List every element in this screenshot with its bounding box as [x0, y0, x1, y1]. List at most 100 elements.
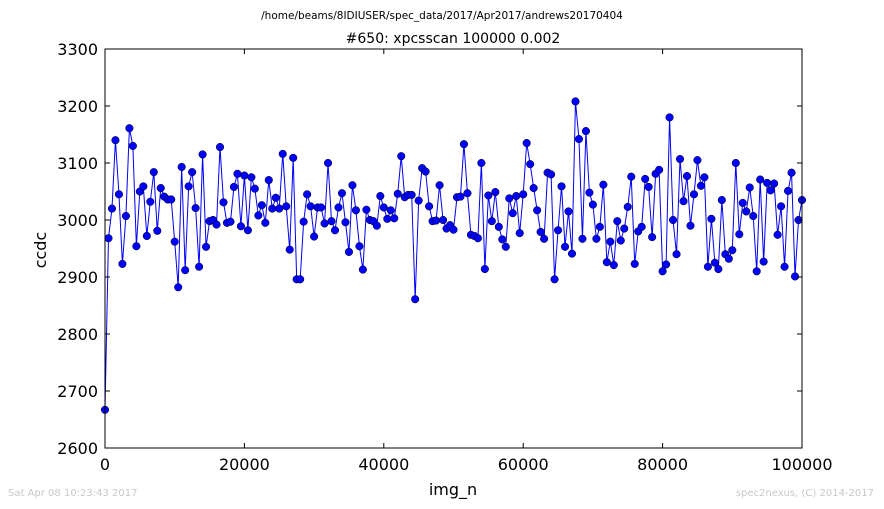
data-point: [317, 203, 326, 212]
data-point: [480, 264, 489, 274]
footer-timestamp: Sat Apr 08 10:23:43 2017: [8, 488, 138, 499]
data-point: [536, 227, 545, 237]
data-point: [637, 222, 646, 231]
data-point: [665, 113, 674, 122]
data-point: [261, 218, 270, 227]
data-point: [449, 225, 458, 234]
data-point: [707, 214, 716, 223]
y-tick-label: 3000: [57, 211, 98, 230]
data-point: [411, 295, 420, 304]
data-point: [682, 172, 692, 181]
data-point: [675, 154, 685, 164]
data-point: [672, 250, 681, 259]
data-point: [215, 142, 225, 152]
plot-area: [100, 97, 807, 414]
data-point: [121, 211, 130, 221]
y-tick-label: 2900: [57, 268, 98, 287]
data-point: [435, 181, 444, 190]
data-point: [202, 242, 211, 251]
data-point: [648, 233, 657, 242]
data-point: [439, 215, 448, 225]
data-point: [303, 190, 312, 199]
data-point: [139, 182, 148, 191]
data-point: [181, 266, 190, 275]
data-point: [588, 200, 597, 209]
data-point: [264, 176, 273, 185]
data-point: [257, 201, 266, 210]
data-point: [770, 179, 779, 188]
data-point: [344, 247, 354, 256]
data-point: [508, 209, 517, 218]
data-point: [327, 217, 336, 226]
data-point: [529, 184, 538, 193]
data-point: [459, 140, 469, 149]
data-point: [669, 215, 678, 225]
data-point: [512, 192, 521, 201]
data-point: [557, 182, 566, 191]
data-point: [592, 234, 601, 243]
data-point: [547, 170, 556, 179]
data-point: [686, 221, 695, 230]
data-point: [773, 230, 782, 239]
data-point: [473, 234, 482, 243]
data-point: [376, 192, 385, 201]
data-point: [477, 158, 486, 168]
data-point: [243, 226, 252, 235]
data-point: [689, 190, 699, 199]
data-point: [153, 226, 162, 235]
data-point: [268, 204, 277, 213]
data-point: [505, 194, 514, 203]
data-point: [425, 202, 434, 211]
data-point: [191, 203, 200, 213]
data-point: [330, 226, 340, 235]
x-tick-label: 20000: [219, 455, 270, 474]
data-point: [184, 182, 193, 191]
data-point: [414, 196, 423, 205]
data-point: [519, 190, 528, 199]
data-point: [198, 150, 207, 159]
data-point: [571, 97, 580, 106]
data-point: [574, 135, 584, 144]
data-point: [777, 202, 786, 211]
x-axis-label: img_n: [429, 480, 477, 500]
x-tick-label: 40000: [358, 455, 409, 474]
y-tick-label: 2600: [57, 439, 98, 458]
data-point: [334, 203, 343, 212]
data-point: [749, 211, 758, 221]
data-point: [254, 211, 263, 220]
data-point: [515, 229, 524, 238]
data-point: [787, 168, 796, 177]
data-point: [735, 230, 744, 239]
data-point: [146, 197, 155, 206]
data-point: [662, 260, 671, 269]
data-point: [456, 192, 465, 201]
y-tick-label: 2700: [57, 382, 98, 401]
data-point: [487, 217, 496, 226]
data-point: [250, 184, 259, 193]
data-point: [149, 168, 158, 177]
data-point: [599, 180, 608, 189]
data-point: [540, 234, 549, 243]
data-point: [494, 222, 503, 231]
plot-frame: [104, 48, 803, 449]
data-point: [240, 171, 249, 180]
data-point: [393, 189, 402, 198]
data-point: [613, 217, 622, 226]
data-point: [278, 149, 287, 158]
data-point: [226, 217, 235, 226]
data-point: [738, 198, 747, 207]
data-point: [655, 165, 664, 174]
data-point: [759, 257, 768, 266]
axes: 0 20000 40000 60000 80000 100000 2600 2700 2800 2…: [57, 40, 832, 474]
data-point: [554, 226, 563, 235]
data-point: [320, 219, 329, 228]
data-point: [188, 168, 197, 177]
data-point: [390, 214, 399, 223]
x-tick-label: 60000: [498, 455, 549, 474]
data-point: [306, 202, 315, 211]
y-tick-label: 3100: [57, 154, 98, 173]
data-point: [174, 283, 183, 292]
data-point: [567, 249, 577, 258]
data-point: [142, 231, 151, 241]
